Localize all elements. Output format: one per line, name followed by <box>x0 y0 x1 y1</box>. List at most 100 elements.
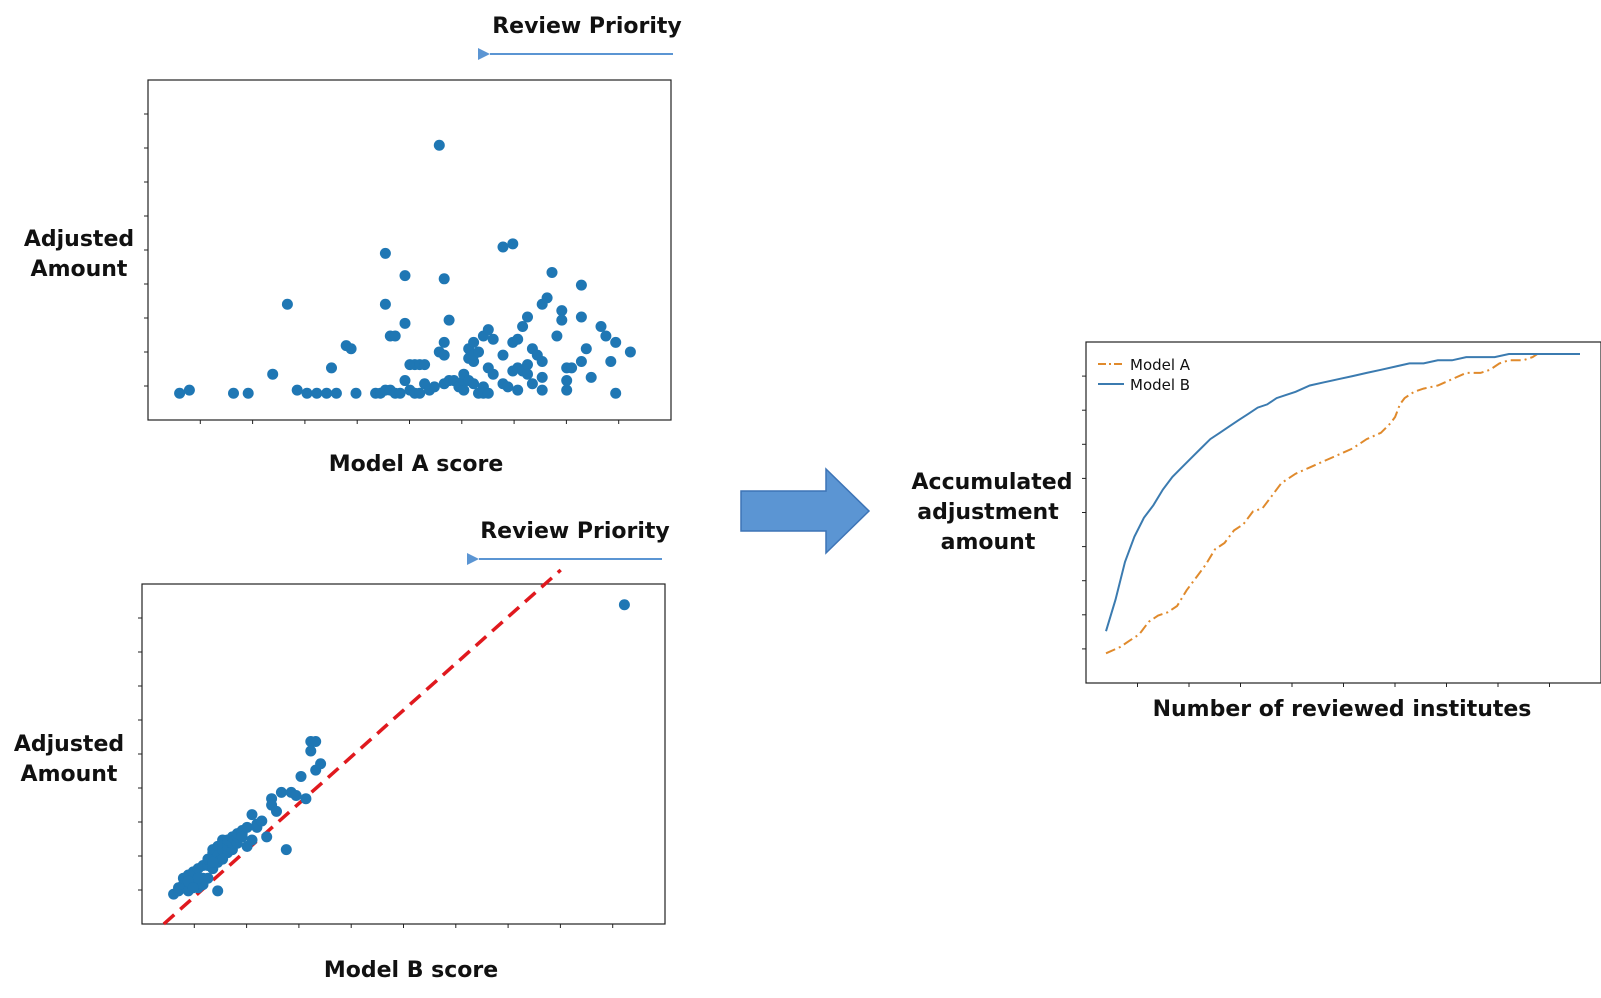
scatter-point <box>183 384 195 396</box>
scatter-point <box>207 856 219 868</box>
scatter-point <box>290 790 302 802</box>
scatter-point <box>580 343 592 355</box>
scatter-point <box>246 834 258 846</box>
cumulative-ylabel-line2: adjustment <box>917 500 1059 525</box>
scatter-point <box>482 387 494 399</box>
scatter-point <box>522 359 533 371</box>
scatter-point <box>556 314 568 326</box>
scatter-point <box>267 368 279 380</box>
scatter-point <box>575 311 587 323</box>
scatter-point <box>379 247 391 259</box>
scatter-point <box>497 349 509 361</box>
scatter-point <box>526 378 538 390</box>
scatter-point <box>394 387 406 399</box>
legend-model-b-label: Model B <box>1130 376 1190 394</box>
scatter-point <box>561 375 573 387</box>
scatter-point <box>246 809 258 821</box>
scatter-point <box>281 298 293 310</box>
scatter-point <box>174 387 186 399</box>
scatter-point <box>585 371 597 383</box>
scatter-point <box>256 815 268 827</box>
scatter-point <box>311 387 323 399</box>
scatter-point <box>300 793 312 805</box>
scatter-point <box>536 355 548 367</box>
model-b-points <box>168 599 630 900</box>
scatter-point <box>280 844 292 856</box>
scatter-point <box>497 241 509 253</box>
scatter-point <box>600 330 612 342</box>
scatter-point <box>541 292 553 304</box>
scatter-point <box>487 368 499 380</box>
scatter-point <box>522 368 533 380</box>
cumulative-line-panel: Model A Model B Accumulated adjustment a… <box>912 341 1601 722</box>
model-a-points <box>174 139 636 399</box>
scatter-point <box>399 270 411 282</box>
scatter-point <box>575 279 587 291</box>
scatter-point <box>192 872 204 884</box>
scatter-point <box>271 805 282 817</box>
model-b-ticks <box>138 617 614 928</box>
scatter-point <box>473 346 484 358</box>
cumulative-ylabel-line3: amount <box>941 530 1036 555</box>
model-a-ylabel-line2: Amount <box>31 257 128 282</box>
scatter-point <box>241 821 253 833</box>
model-a-series-line <box>1105 353 1580 655</box>
scatter-point <box>595 321 607 332</box>
scatter-point <box>512 333 524 345</box>
scatter-point <box>561 384 573 396</box>
scatter-point <box>379 298 391 310</box>
scatter-point <box>468 336 480 348</box>
model-a-scatter-panel: Review Priority Adjusted Amount Model A … <box>24 14 682 477</box>
scatter-point <box>551 330 563 342</box>
scatter-point <box>487 333 499 345</box>
scatter-point <box>310 735 322 747</box>
scatter-point <box>228 387 239 399</box>
review-priority-label-top: Review Priority <box>492 14 682 39</box>
scatter-point <box>345 343 357 355</box>
scatter-point <box>236 831 248 843</box>
scatter-point <box>419 359 431 371</box>
scatter-point <box>389 330 401 342</box>
cumulative-xlabel: Number of reviewed institutes <box>1153 697 1532 722</box>
model-a-ylabel-line1: Adjusted <box>24 227 134 252</box>
model-b-series-line <box>1105 353 1580 632</box>
legend: Model A Model B <box>1098 356 1191 394</box>
scatter-point <box>536 384 548 396</box>
scatter-point <box>517 321 529 332</box>
model-b-ylabel-line2: Amount <box>21 762 118 787</box>
scatter-point <box>618 599 630 611</box>
scatter-point <box>507 238 519 250</box>
scatter-point <box>330 387 342 399</box>
scatter-point <box>295 770 307 782</box>
model-b-scatter-panel: Review Priority Adjusted Amount Model B … <box>14 519 670 983</box>
scatter-point <box>624 346 636 358</box>
scatter-point <box>187 882 199 894</box>
scatter-point <box>556 305 568 317</box>
scatter-point <box>536 371 548 383</box>
model-a-xlabel: Model A score <box>329 452 504 477</box>
scatter-point <box>512 384 524 396</box>
scatter-point <box>301 387 313 399</box>
scatter-point <box>291 384 303 396</box>
scatter-point <box>350 387 362 399</box>
scatter-point <box>275 786 287 798</box>
scatter-point <box>546 266 558 278</box>
scatter-point <box>399 317 411 329</box>
scatter-point <box>212 885 224 897</box>
scatter-point <box>502 381 514 393</box>
scatter-point <box>482 324 494 336</box>
scatter-point <box>438 349 450 361</box>
model-b-diagonal-line <box>162 568 562 926</box>
scatter-point <box>326 362 337 374</box>
scatter-point <box>610 387 622 399</box>
scatter-point <box>438 336 450 348</box>
scatter-point <box>468 378 480 390</box>
scatter-point <box>261 831 273 843</box>
cumulative-ylabel-line1: Accumulated <box>912 470 1073 495</box>
scatter-point <box>433 139 445 151</box>
model-b-ylabel-line1: Adjusted <box>14 732 124 757</box>
scatter-point <box>305 745 317 757</box>
scatter-point <box>414 387 426 399</box>
cumulative-ticks <box>1082 375 1550 687</box>
